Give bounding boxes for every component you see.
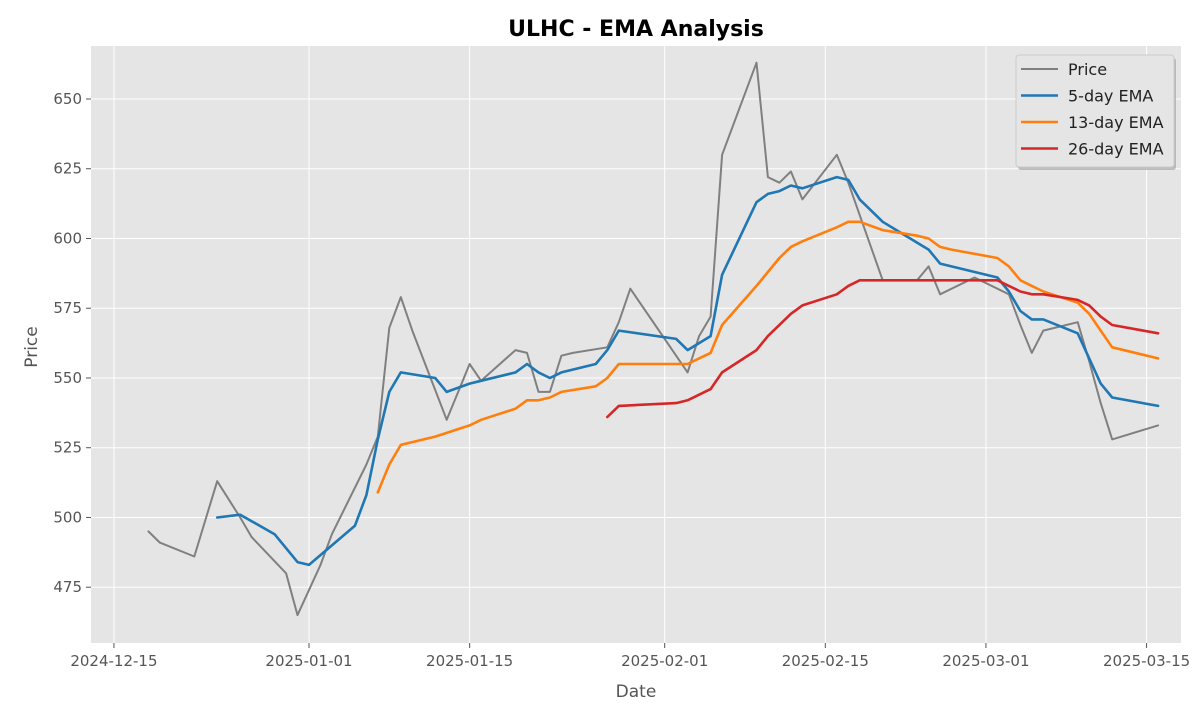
y-tick-label: 575 [53,299,82,317]
series-line-13-day-ema [376,220,1160,494]
y-tick-label: 600 [53,229,82,247]
axis-ticks: 2024-12-15 2025-01-01 2025-01-15 2025-02-01… [53,90,1190,670]
x-tick-label: 2025-02-15 [782,652,869,670]
legend: Price 5-day EMA 13-day EMA 26-day EMA [1015,54,1176,170]
plot-area [91,46,1181,643]
x-tick-label: 2024-12-15 [70,652,157,670]
series-line-5-day-ema [215,175,1160,567]
grid-lines [91,46,1181,643]
legend-label: 26-day EMA [1068,140,1164,159]
y-tick-label: 525 [53,439,82,457]
x-tick-label: 2025-03-01 [942,652,1029,670]
y-tick-label: 625 [53,160,82,178]
x-tick-label: 2025-01-01 [265,652,352,670]
x-tick-label: 2025-03-15 [1103,652,1190,670]
series-line-price [147,61,1160,617]
y-axis-label: Price [22,326,42,367]
y-tick-label: 475 [53,578,82,596]
x-axis-label: Date [616,682,657,702]
x-tick-label: 2025-02-01 [621,652,708,670]
legend-label: 13-day EMA [1068,113,1164,132]
legend-box [1015,54,1175,168]
chart-title: ULHC - EMA Analysis [508,17,764,42]
x-tick-label: 2025-01-15 [426,652,513,670]
legend-label: 5-day EMA [1068,87,1153,106]
series-lines [147,61,1160,617]
y-tick-label: 550 [53,369,82,387]
series-line-26-day-ema [605,278,1160,419]
y-tick-label: 500 [53,508,82,526]
legend-label: Price [1068,60,1107,79]
y-tick-label: 650 [53,90,82,108]
